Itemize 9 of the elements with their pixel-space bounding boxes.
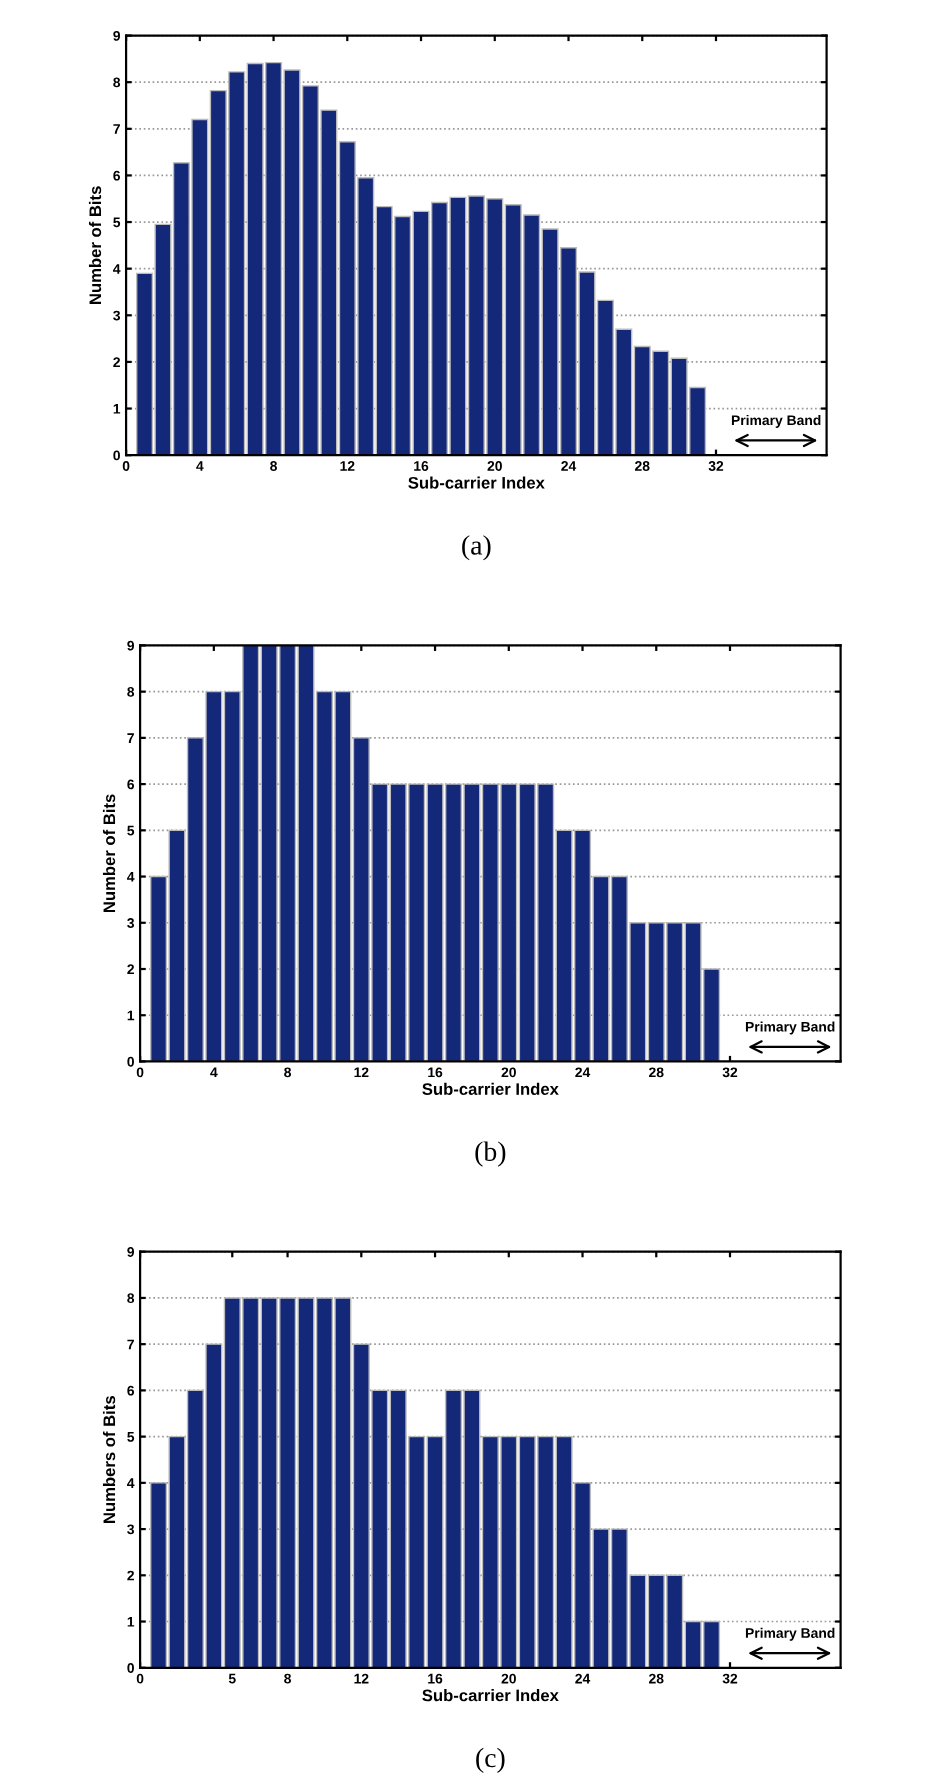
y-axis-title: Numbers of Bits <box>102 1396 116 1523</box>
y-axis-title: Number of Bits <box>88 186 102 304</box>
y-axis-title: Number of Bits <box>102 794 116 913</box>
x-axis-title: Sub-carrier Index <box>422 1082 559 1095</box>
text: (b) <box>475 1141 506 1167</box>
text: (c) <box>476 1747 505 1773</box>
x-axis-title: Sub-carrier Index <box>422 1689 559 1702</box>
x-axis-title: Sub-carrier Index <box>408 476 545 489</box>
text: (a) <box>462 535 491 561</box>
